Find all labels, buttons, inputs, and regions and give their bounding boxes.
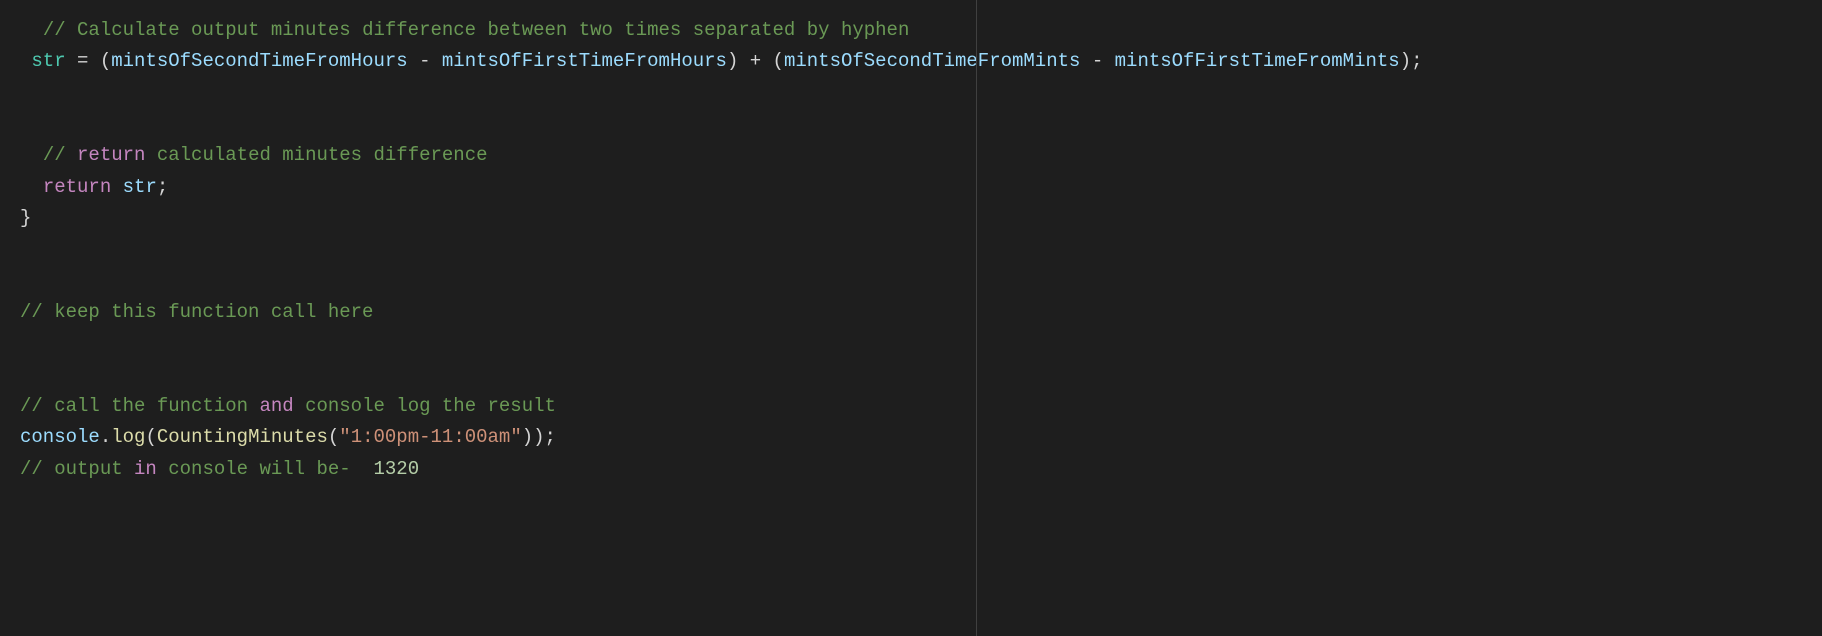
comment-text: console will be- [157, 458, 374, 480]
comment-text: // Calculate output minutes difference b… [43, 19, 910, 41]
comment-text: // call the function [20, 395, 259, 417]
code-line-blank [20, 109, 1802, 140]
keyword-return: return [43, 176, 111, 198]
comment-text: calculated minutes difference [145, 144, 487, 166]
identifier: mintsOfSecondTimeFromHours [111, 50, 407, 72]
comment-slashes: // [43, 144, 77, 166]
code-line-blank [20, 328, 1802, 359]
close-brace: } [20, 207, 31, 229]
identifier: mintsOfFirstTimeFromMints [1115, 50, 1400, 72]
keyword-and: and [259, 395, 293, 417]
code-line-blank [20, 78, 1802, 109]
code-line: return str; [20, 172, 1802, 203]
dot: . [100, 426, 111, 448]
code-line: } [20, 203, 1802, 234]
code-line: // output in console will be- 1320 [20, 454, 1802, 485]
paren-open: ( [145, 426, 156, 448]
operator: = ( [66, 50, 112, 72]
identifier: mintsOfFirstTimeFromHours [442, 50, 727, 72]
string-literal: "1:00pm-11:00am" [339, 426, 521, 448]
number-literal: 1320 [373, 458, 419, 480]
operator: ); [1400, 50, 1423, 72]
identifier: mintsOfSecondTimeFromMints [784, 50, 1080, 72]
variable: str [123, 176, 157, 198]
operator: - [408, 50, 442, 72]
function-call: CountingMinutes [157, 426, 328, 448]
comment-text: console log the result [294, 395, 556, 417]
code-editor-content[interactable]: // Calculate output minutes difference b… [20, 15, 1802, 485]
code-line: console.log(CountingMinutes("1:00pm-11:0… [20, 422, 1802, 453]
space [111, 176, 122, 198]
code-line: // return calculated minutes difference [20, 140, 1802, 171]
semicolon: ; [157, 176, 168, 198]
paren-close: )); [522, 426, 556, 448]
comment-text: // keep this function call here [20, 301, 373, 323]
operator: ) + ( [727, 50, 784, 72]
code-line: // Calculate output minutes difference b… [20, 15, 1802, 46]
console-object: console [20, 426, 100, 448]
keyword-return: return [77, 144, 145, 166]
code-line: // keep this function call here [20, 297, 1802, 328]
comment-text: // output [20, 458, 134, 480]
code-line: // call the function and console log the… [20, 391, 1802, 422]
code-line-blank [20, 360, 1802, 391]
operator: - [1080, 50, 1114, 72]
code-line-blank [20, 234, 1802, 265]
paren-open: ( [328, 426, 339, 448]
editor-ruler [976, 0, 977, 636]
code-line: str = (mintsOfSecondTimeFromHours - mint… [20, 46, 1802, 77]
variable: str [31, 50, 65, 72]
code-line-blank [20, 266, 1802, 297]
keyword-in: in [134, 458, 157, 480]
log-method: log [111, 426, 145, 448]
